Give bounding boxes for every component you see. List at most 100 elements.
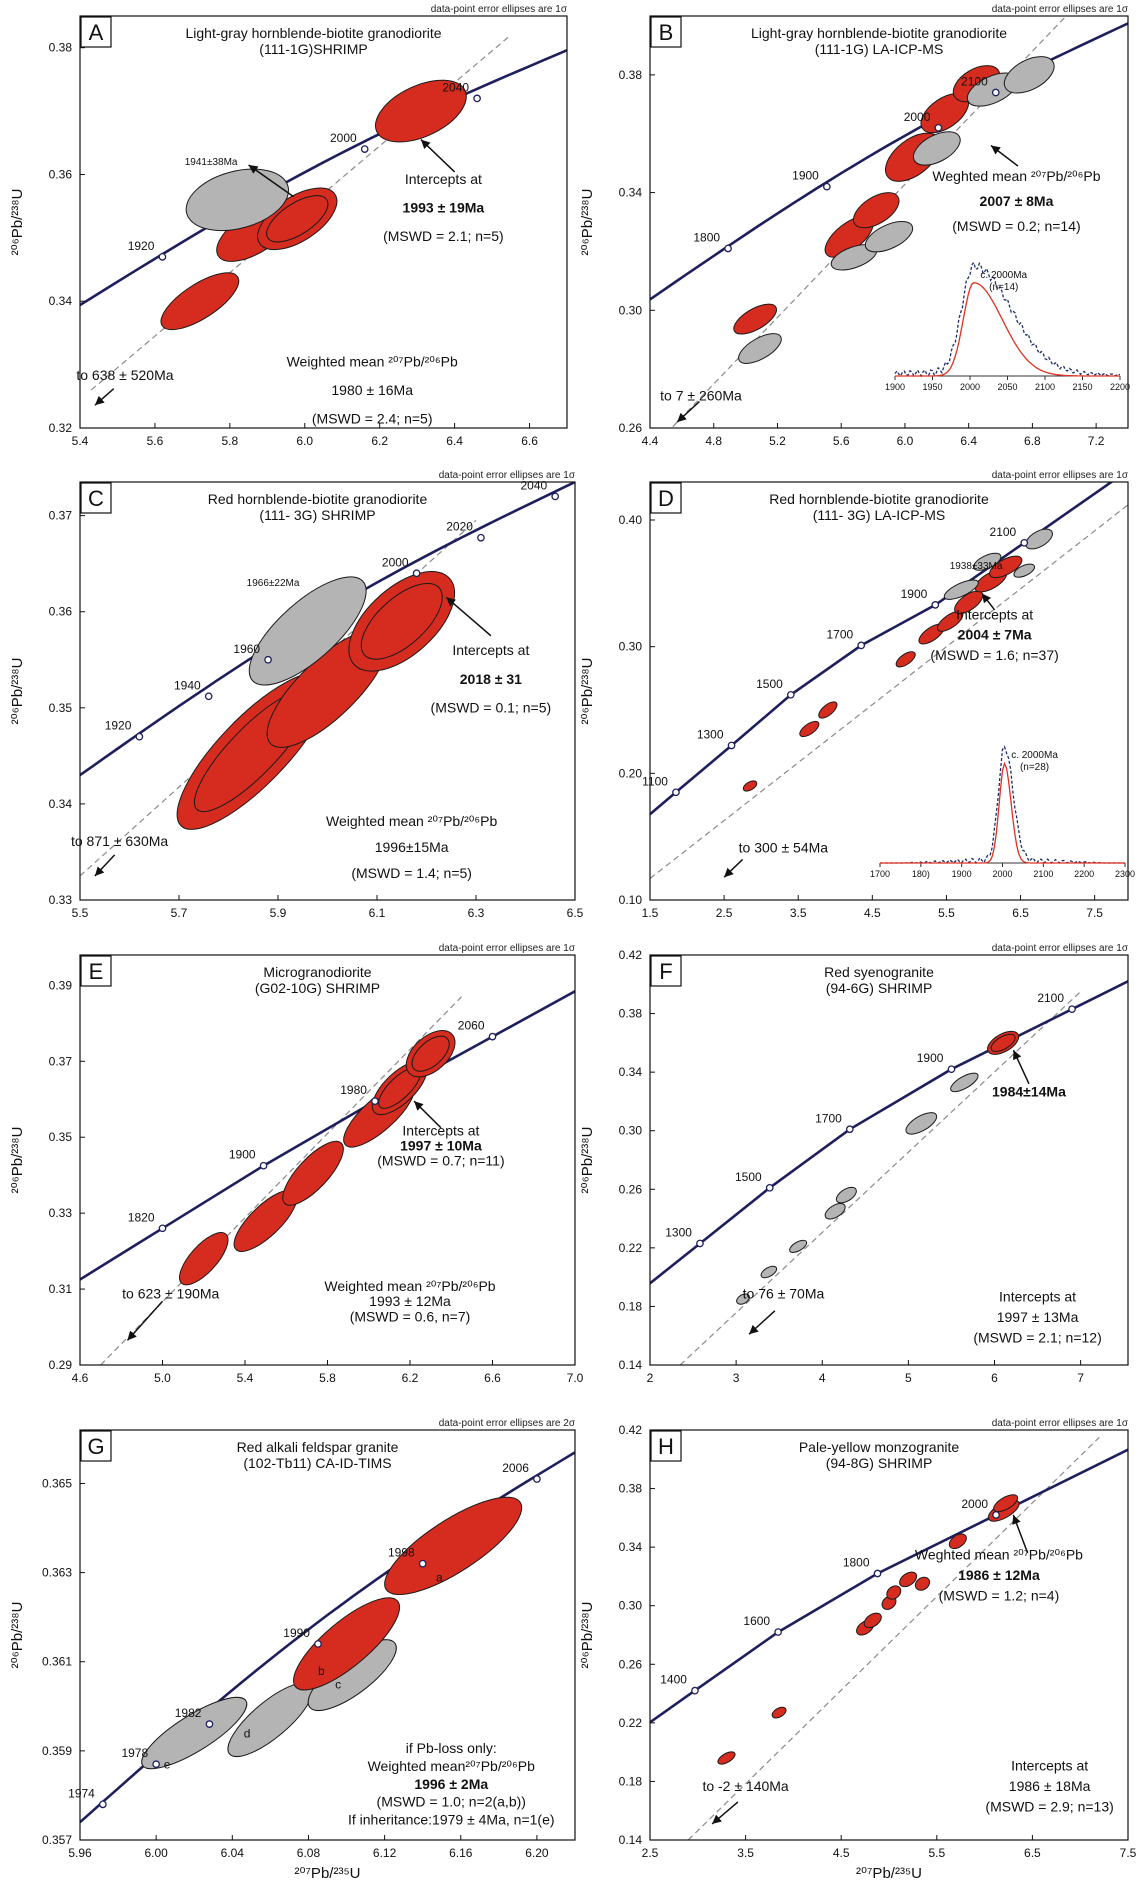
annotation-text: (MSWD = 0.7; n=11) <box>377 1153 504 1169</box>
inset-tick-label: 2050 <box>997 382 1017 392</box>
y-tick-label: 0.34 <box>49 797 73 811</box>
x-tick-label: 4.8 <box>705 434 722 448</box>
x-tick-label: 3 <box>733 1371 740 1385</box>
x-tick-label: 6.0 <box>897 434 914 448</box>
ellipse-note: data-point error ellipses are 1σ <box>992 4 1129 15</box>
y-tick-label: 0.35 <box>49 1130 73 1144</box>
error-ellipse <box>384 1496 523 1596</box>
x-tick-label: 5.5 <box>938 906 955 920</box>
concordia-curve <box>80 49 567 307</box>
x-tick-label: 7.5 <box>1120 1846 1137 1860</box>
inset-label: (n=28) <box>1020 762 1049 773</box>
inset-tick-label: 2200 <box>1074 869 1094 879</box>
age-marker <box>845 1125 854 1134</box>
age-label: 2006 <box>502 1461 529 1475</box>
error-ellipse <box>282 1140 344 1206</box>
x-axis-label: ²⁰⁷Pb/²³⁵U <box>295 1865 361 1882</box>
annotation-text: (MSWD = 2.1; n=5) <box>383 228 504 244</box>
error-ellipse <box>160 272 240 331</box>
age-label: 1800 <box>693 230 720 244</box>
error-ellipse <box>736 1293 750 1305</box>
y-tick-label: 0.37 <box>49 1054 73 1068</box>
annotation-text: 2007 ± 8Ma <box>980 193 1054 209</box>
error-ellipse <box>972 552 1002 571</box>
age-label: 2100 <box>990 525 1017 539</box>
panel-title: Red alkali feldspar granite <box>237 1439 399 1455</box>
discordia-line <box>687 1436 1100 1840</box>
error-ellipse <box>905 1112 938 1135</box>
x-tick-label: 2.5 <box>716 906 733 920</box>
annotation-text: Intercepts at <box>452 642 529 658</box>
age-marker <box>696 1239 704 1248</box>
y-tick-label: 0.14 <box>619 1833 643 1847</box>
panel-title: (111-1G)SHRIMP <box>259 41 367 57</box>
error-ellipse <box>943 579 979 600</box>
x-tick-label: 7.0 <box>567 1371 584 1385</box>
y-tick-label: 0.37 <box>49 509 73 523</box>
y-tick-label: 0.31 <box>49 1282 73 1296</box>
panel-title: Red hornblende-biotite granodiorite <box>208 491 428 507</box>
x-tick-label: 5.0 <box>154 1371 171 1385</box>
annotation-arrow <box>676 400 700 423</box>
annotation-text: to 7 ± 260Ma <box>660 388 742 404</box>
y-tick-label: 0.18 <box>619 1299 643 1313</box>
error-ellipse <box>1013 563 1036 578</box>
y-tick-label: 0.22 <box>619 1241 643 1255</box>
annotation-arrow <box>420 139 456 173</box>
age-marker <box>158 1224 167 1233</box>
panel-title: (94-6G) SHRIMP <box>826 980 933 996</box>
age-label: 1982 <box>175 1706 202 1720</box>
error-ellipse <box>771 1706 787 1719</box>
y-axis-label: ²⁰⁶Pb/²³⁸U <box>9 658 26 725</box>
plot-frame <box>649 954 1129 1366</box>
ellipse-tag: c <box>335 1677 341 1691</box>
y-axis-label: ²⁰⁶Pb/²³⁸U <box>9 1602 26 1669</box>
age-label: 1900 <box>229 1148 256 1162</box>
y-tick-label: 0.18 <box>619 1774 643 1788</box>
age-marker <box>947 1065 956 1074</box>
probability-curve-dashed <box>894 261 1121 378</box>
error-ellipse <box>248 576 367 686</box>
x-axis-label: ²⁰⁷Pb/²³⁵U <box>856 1865 922 1882</box>
age-marker <box>774 1628 782 1636</box>
annotation-text: (MSWD = 0.6, n=7) <box>350 1308 471 1324</box>
error-ellipse <box>405 1030 456 1078</box>
y-axis-label: ²⁰⁶Pb/²³⁸U <box>579 189 596 256</box>
annotation-text: Weighted mean ²⁰⁷Pb/²⁰⁶Pb <box>324 1278 495 1294</box>
age-marker <box>488 1032 497 1041</box>
discordia-line <box>650 504 1128 879</box>
error-ellipse <box>179 1232 229 1286</box>
annotation-text: (MSWD = 0.2; n=14) <box>952 218 1080 234</box>
panel-g: e d cb a 1974 1978 1982 1990 1998 2006 5.96 6.00 6.0… <box>9 1418 576 1882</box>
x-tick-label: 6.4 <box>960 434 977 448</box>
x-tick-label: 5 <box>905 1371 912 1385</box>
y-tick-label: 0.39 <box>49 978 73 992</box>
panel-e: 1820 1900 1980 2060 4.6 5.0 5.4 5.8 6.2 6.6 7.0 0.2… <box>9 943 584 1385</box>
y-tick-label: 0.10 <box>619 893 643 907</box>
panel-h: 1400 1600 1800 2000 2.5 3.5 4.5 5.5 6.5 7.5 0.14 0.… <box>579 1418 1137 1882</box>
x-tick-label: 6.2 <box>371 434 388 448</box>
annotation-text: (MSWD = 2.1; n=12) <box>973 1329 1101 1345</box>
age-marker <box>727 741 736 750</box>
panel-title: (G02-10G) SHRIMP <box>255 980 380 996</box>
y-axis-label: ²⁰⁶Pb/²³⁸U <box>9 189 26 256</box>
error-ellipse <box>738 333 782 364</box>
y-tick-label: 0.38 <box>619 68 643 82</box>
error-ellipse <box>950 1072 979 1093</box>
y-tick-label: 0.365 <box>42 1476 72 1490</box>
annotation-text: (MSWD = 2.4; n=5) <box>312 411 433 427</box>
age-marker <box>314 1640 322 1648</box>
x-tick-label: 5.5 <box>72 906 89 920</box>
x-tick-label: 6.2 <box>402 1371 419 1385</box>
x-tick-label: 6.3 <box>468 906 485 920</box>
panel-b: 1800 1900 2000 2100 4.4 4.8 5.2 5.6 6.0 6.4 6.8 7.2… <box>579 4 1130 448</box>
probability-curve <box>895 282 1120 377</box>
age-marker <box>135 732 144 741</box>
age-histogram-inset: 1700 180) 1900 2000 2100 2200 2300 c. 2000Ma(n=… <box>870 745 1135 879</box>
x-tick-label: 6.20 <box>525 1846 549 1860</box>
y-tick-label: 0.35 <box>49 701 73 715</box>
panel-letter: E <box>89 959 104 984</box>
x-tick-label: 2.5 <box>642 1846 659 1860</box>
x-tick-label: 6.6 <box>521 434 538 448</box>
annotation-text: 2018 ± 31 <box>460 671 522 687</box>
